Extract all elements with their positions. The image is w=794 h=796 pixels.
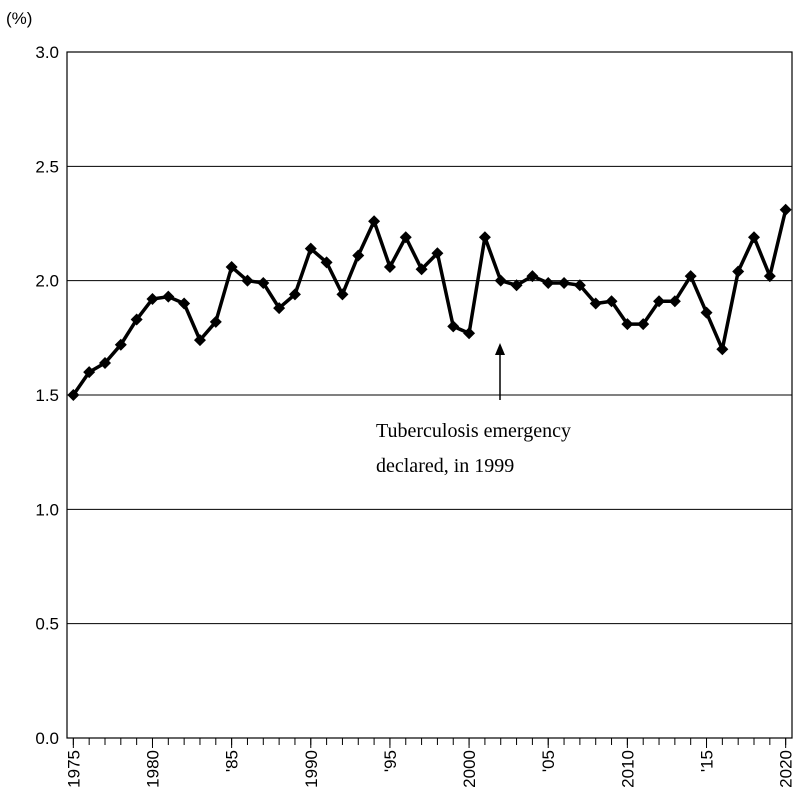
data-point xyxy=(700,306,713,319)
x-tick-label: 1975 xyxy=(64,750,83,788)
data-point xyxy=(399,231,412,244)
y-tick-label: 0.0 xyxy=(35,729,59,748)
data-point xyxy=(463,327,476,340)
data-point xyxy=(114,338,127,351)
data-point xyxy=(668,295,681,308)
data-point xyxy=(605,295,618,308)
data-point xyxy=(684,270,697,283)
data-point xyxy=(478,231,491,244)
data-point xyxy=(732,265,745,278)
data-point xyxy=(368,215,381,228)
y-tick-label: 1.0 xyxy=(35,500,59,519)
y-tick-label: 0.5 xyxy=(35,615,59,634)
y-tick-label: 2.0 xyxy=(35,272,59,291)
data-line xyxy=(71,209,788,396)
data-point xyxy=(178,297,191,310)
data-point xyxy=(67,389,80,401)
x-tick-label: 1990 xyxy=(302,750,321,788)
data-point xyxy=(716,343,729,356)
data-point xyxy=(288,288,301,301)
x-tick-label: '15 xyxy=(698,750,717,772)
data-point xyxy=(748,231,761,244)
data-point xyxy=(510,279,523,292)
data-point xyxy=(383,260,396,273)
y-tick-label: 1.5 xyxy=(35,386,59,405)
data-point xyxy=(447,320,460,333)
data-point xyxy=(558,276,571,289)
annotation-arrowhead xyxy=(495,343,505,355)
data-point xyxy=(763,270,776,283)
data-point xyxy=(146,292,159,305)
data-point xyxy=(431,247,444,260)
data-point xyxy=(542,276,555,289)
data-point xyxy=(257,276,270,289)
data-point xyxy=(589,297,602,310)
annotation-text: Tuberculosis emergency xyxy=(376,420,571,442)
data-point xyxy=(653,295,666,308)
y-unit-label: (%) xyxy=(6,9,32,28)
data-point xyxy=(162,290,175,303)
x-tick-label: '95 xyxy=(381,750,400,772)
x-tick-label: '85 xyxy=(223,750,242,772)
data-point xyxy=(621,318,634,331)
data-point xyxy=(320,256,333,269)
data-point xyxy=(83,366,96,379)
x-tick-label: 2000 xyxy=(460,750,479,788)
data-point xyxy=(526,270,539,283)
y-tick-label: 2.5 xyxy=(35,157,59,176)
x-tick-label: '05 xyxy=(539,750,558,772)
data-point xyxy=(415,263,428,276)
data-point xyxy=(573,279,586,292)
x-tick-label: 1980 xyxy=(143,750,162,788)
data-point xyxy=(241,274,254,287)
annotation-text: declared, in 1999 xyxy=(376,455,514,477)
data-point xyxy=(637,318,650,331)
x-tick-label: 2020 xyxy=(777,750,794,788)
data-point xyxy=(304,242,317,255)
data-point xyxy=(273,302,286,315)
data-point xyxy=(130,313,143,326)
plot-frame xyxy=(66,51,793,739)
data-point xyxy=(494,274,507,287)
data-point xyxy=(779,203,792,216)
data-point xyxy=(352,249,365,262)
data-point xyxy=(336,288,349,301)
x-tick-label: 2010 xyxy=(618,750,637,788)
data-point xyxy=(193,334,206,347)
y-tick-label: 3.0 xyxy=(35,43,59,62)
data-point xyxy=(209,315,222,328)
data-point xyxy=(225,260,238,273)
data-point xyxy=(98,356,111,369)
